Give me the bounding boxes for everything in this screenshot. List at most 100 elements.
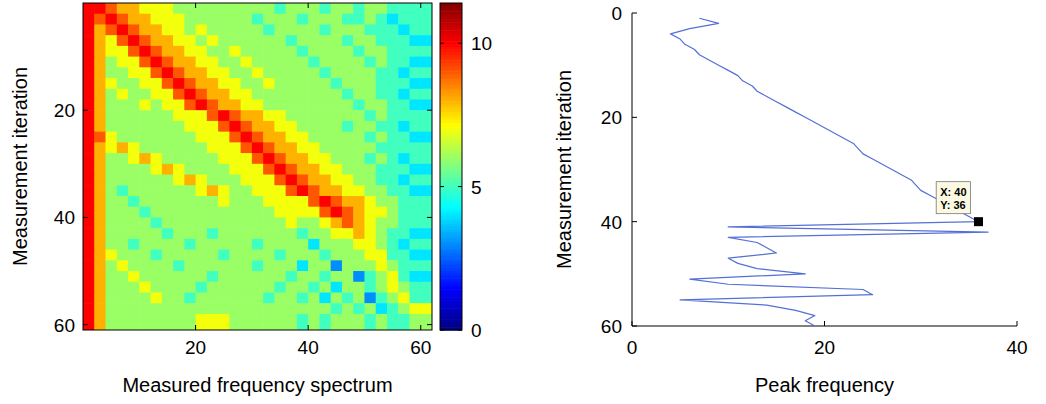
heatmap-cell <box>128 207 140 218</box>
heatmap-cell <box>139 292 151 303</box>
heatmap-cell <box>139 282 151 293</box>
heatmap-cell <box>364 164 376 175</box>
heatmap-cell <box>173 78 185 89</box>
heatmap-cell <box>241 185 253 196</box>
heatmap-cell <box>319 67 331 78</box>
heatmap-cell <box>376 164 388 175</box>
heatmap-cell <box>128 121 140 132</box>
heatmap-cell <box>128 57 140 68</box>
heatmap-cell <box>207 67 219 78</box>
heatmap-cell <box>83 142 95 153</box>
heatmap-cell <box>398 99 410 110</box>
heatmap-cell <box>398 24 410 35</box>
heatmap-cell <box>173 164 185 175</box>
heatmap-cell <box>162 89 174 100</box>
heatmap-cell <box>117 3 129 14</box>
heatmap-cell <box>409 175 432 186</box>
heatmap-cell <box>286 228 298 239</box>
heatmap-cell <box>151 260 163 271</box>
heatmap-cell <box>218 207 230 218</box>
heatmap-cell <box>106 67 118 78</box>
heatmap-cell <box>387 292 399 303</box>
heatmap-cell <box>106 99 118 110</box>
heatmap-cell <box>409 99 432 110</box>
heatmap-cell <box>229 110 241 121</box>
heatmap-cell <box>151 35 163 46</box>
heatmap-cell <box>162 14 174 25</box>
heatmap-cell <box>353 14 365 25</box>
heatmap-cell <box>398 250 410 261</box>
heatmap-cell <box>353 153 365 164</box>
heatmap-cell <box>241 89 253 100</box>
heatmap-cell <box>151 24 163 35</box>
heatmap-cell <box>376 121 388 132</box>
heatmap-cell <box>342 175 354 186</box>
heatmap-cell <box>263 67 275 78</box>
heatmap-cell <box>387 78 399 89</box>
x-tick-label: 40 <box>298 337 319 358</box>
heatmap-cell <box>286 217 298 228</box>
heatmap-cell <box>207 14 219 25</box>
heatmap-cell <box>184 207 196 218</box>
heatmap-cell <box>376 24 388 35</box>
figure: 204060204060Measured frequency spectrumM… <box>0 0 1046 404</box>
heatmap-cell <box>173 303 185 314</box>
heatmap-cell <box>319 239 331 250</box>
heatmap-cell <box>162 46 174 57</box>
heatmap-cell <box>83 217 95 228</box>
heatmap-cell <box>173 67 185 78</box>
heatmap-cell <box>353 67 365 78</box>
heatmap-cell <box>162 260 174 271</box>
heatmap-cell <box>229 35 241 46</box>
heatmap-cell <box>94 217 106 228</box>
colorbar-tick <box>458 186 462 187</box>
heatmap-cell <box>106 110 118 121</box>
heatmap-cell <box>241 3 253 14</box>
heatmap-cell <box>364 217 376 228</box>
heatmap-cell <box>376 185 388 196</box>
heatmap-cell <box>252 153 264 164</box>
heatmap-cell <box>286 185 298 196</box>
heatmap-cell <box>409 24 432 35</box>
heatmap-cell <box>173 46 185 57</box>
heatmap-cell <box>286 67 298 78</box>
heatmap-cell <box>297 217 309 228</box>
heatmap-cell <box>398 121 410 132</box>
heatmap-cell <box>308 67 320 78</box>
heatmap-cell <box>409 110 432 121</box>
heatmap-cell <box>241 303 253 314</box>
heatmap-cell <box>398 35 410 46</box>
heatmap-cell <box>387 89 399 100</box>
heatmap-cell <box>241 217 253 228</box>
heatmap-cell <box>207 57 219 68</box>
heatmap-cell <box>308 14 320 25</box>
heatmap-cell <box>229 217 241 228</box>
heatmap-cell <box>151 217 163 228</box>
heatmap-cell <box>297 3 309 14</box>
heatmap-cell <box>364 250 376 261</box>
heatmap-cell <box>409 78 432 89</box>
heatmap-cell <box>151 292 163 303</box>
heatmap-cell <box>218 89 230 100</box>
heatmap-cell <box>364 271 376 282</box>
heatmap-cell <box>319 3 331 14</box>
heatmap-cell <box>342 99 354 110</box>
heatmap-cell <box>184 67 196 78</box>
heatmap-cell <box>106 78 118 89</box>
heatmap-cell <box>151 196 163 207</box>
heatmap-cell <box>128 196 140 207</box>
heatmap-cell <box>252 99 264 110</box>
heatmap-cell <box>387 303 399 314</box>
heatmap-cell <box>331 142 343 153</box>
heatmap-cell <box>83 14 95 25</box>
heatmap-cell <box>376 314 388 330</box>
heatmap-cell <box>151 228 163 239</box>
heatmap-cell <box>184 35 196 46</box>
heatmap-cell <box>376 282 388 293</box>
heatmap-cell <box>331 99 343 110</box>
heatmap-cell <box>117 110 129 121</box>
heatmap-cell <box>94 207 106 218</box>
heatmap-cell <box>83 89 95 100</box>
heatmap-cell <box>308 271 320 282</box>
heatmap-cell <box>207 207 219 218</box>
